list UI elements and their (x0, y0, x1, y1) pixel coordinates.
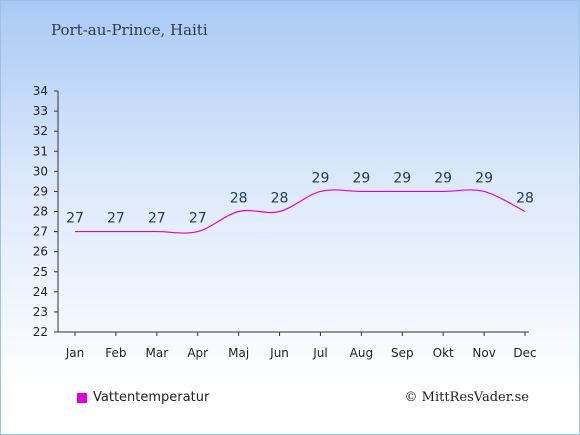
y-tick-label: 24 (33, 285, 48, 299)
y-tick-label: 28 (33, 205, 48, 219)
data-label: 28 (271, 191, 289, 207)
x-tick-label: Feb (105, 346, 126, 360)
x-tick-label: Jul (312, 346, 327, 360)
x-tick-label: Dec (513, 346, 536, 360)
x-tick-label: Jan (65, 346, 85, 360)
y-tick-label: 30 (33, 164, 48, 178)
data-label: 28 (230, 191, 248, 207)
data-label: 29 (475, 170, 493, 186)
y-tick-label: 32 (33, 124, 48, 138)
x-tick-label: Mar (145, 346, 168, 360)
y-tick-label: 33 (33, 104, 48, 118)
data-label: 29 (393, 170, 411, 186)
data-label: 29 (352, 170, 370, 186)
legend-swatch (77, 392, 87, 403)
legend: Vattentemperatur (77, 390, 209, 405)
y-tick-label: 23 (33, 305, 48, 319)
data-label: 28 (516, 191, 534, 207)
x-tick-label: Sep (391, 346, 414, 360)
x-tick-label: Jun (269, 346, 289, 360)
x-tick-label: Okt (433, 346, 454, 360)
y-tick-label: 31 (33, 144, 48, 158)
data-label: 27 (189, 211, 207, 227)
data-label: 29 (312, 170, 330, 186)
series-line-vattentemperatur (74, 189, 526, 234)
y-tick-label: 22 (33, 325, 48, 339)
y-tick-label: 26 (33, 245, 48, 259)
data-label: 29 (434, 170, 452, 186)
data-label: 27 (107, 211, 125, 227)
data-label: 27 (148, 211, 166, 227)
x-tick-label: Nov (472, 346, 495, 360)
data-label: 27 (66, 211, 84, 227)
x-tick-label: Maj (228, 346, 249, 360)
x-tick-label: Apr (187, 346, 208, 360)
credit-text: © MittResVader.se (404, 390, 529, 405)
chart-title: Port-au-Prince, Haiti (51, 21, 208, 39)
x-tick-label: Aug (350, 346, 373, 360)
y-tick-label: 27 (33, 225, 48, 239)
y-tick-label: 34 (33, 84, 48, 98)
y-tick-label: 25 (33, 265, 48, 279)
y-tick-label: 29 (33, 184, 48, 198)
legend-label: Vattentemperatur (93, 390, 210, 405)
